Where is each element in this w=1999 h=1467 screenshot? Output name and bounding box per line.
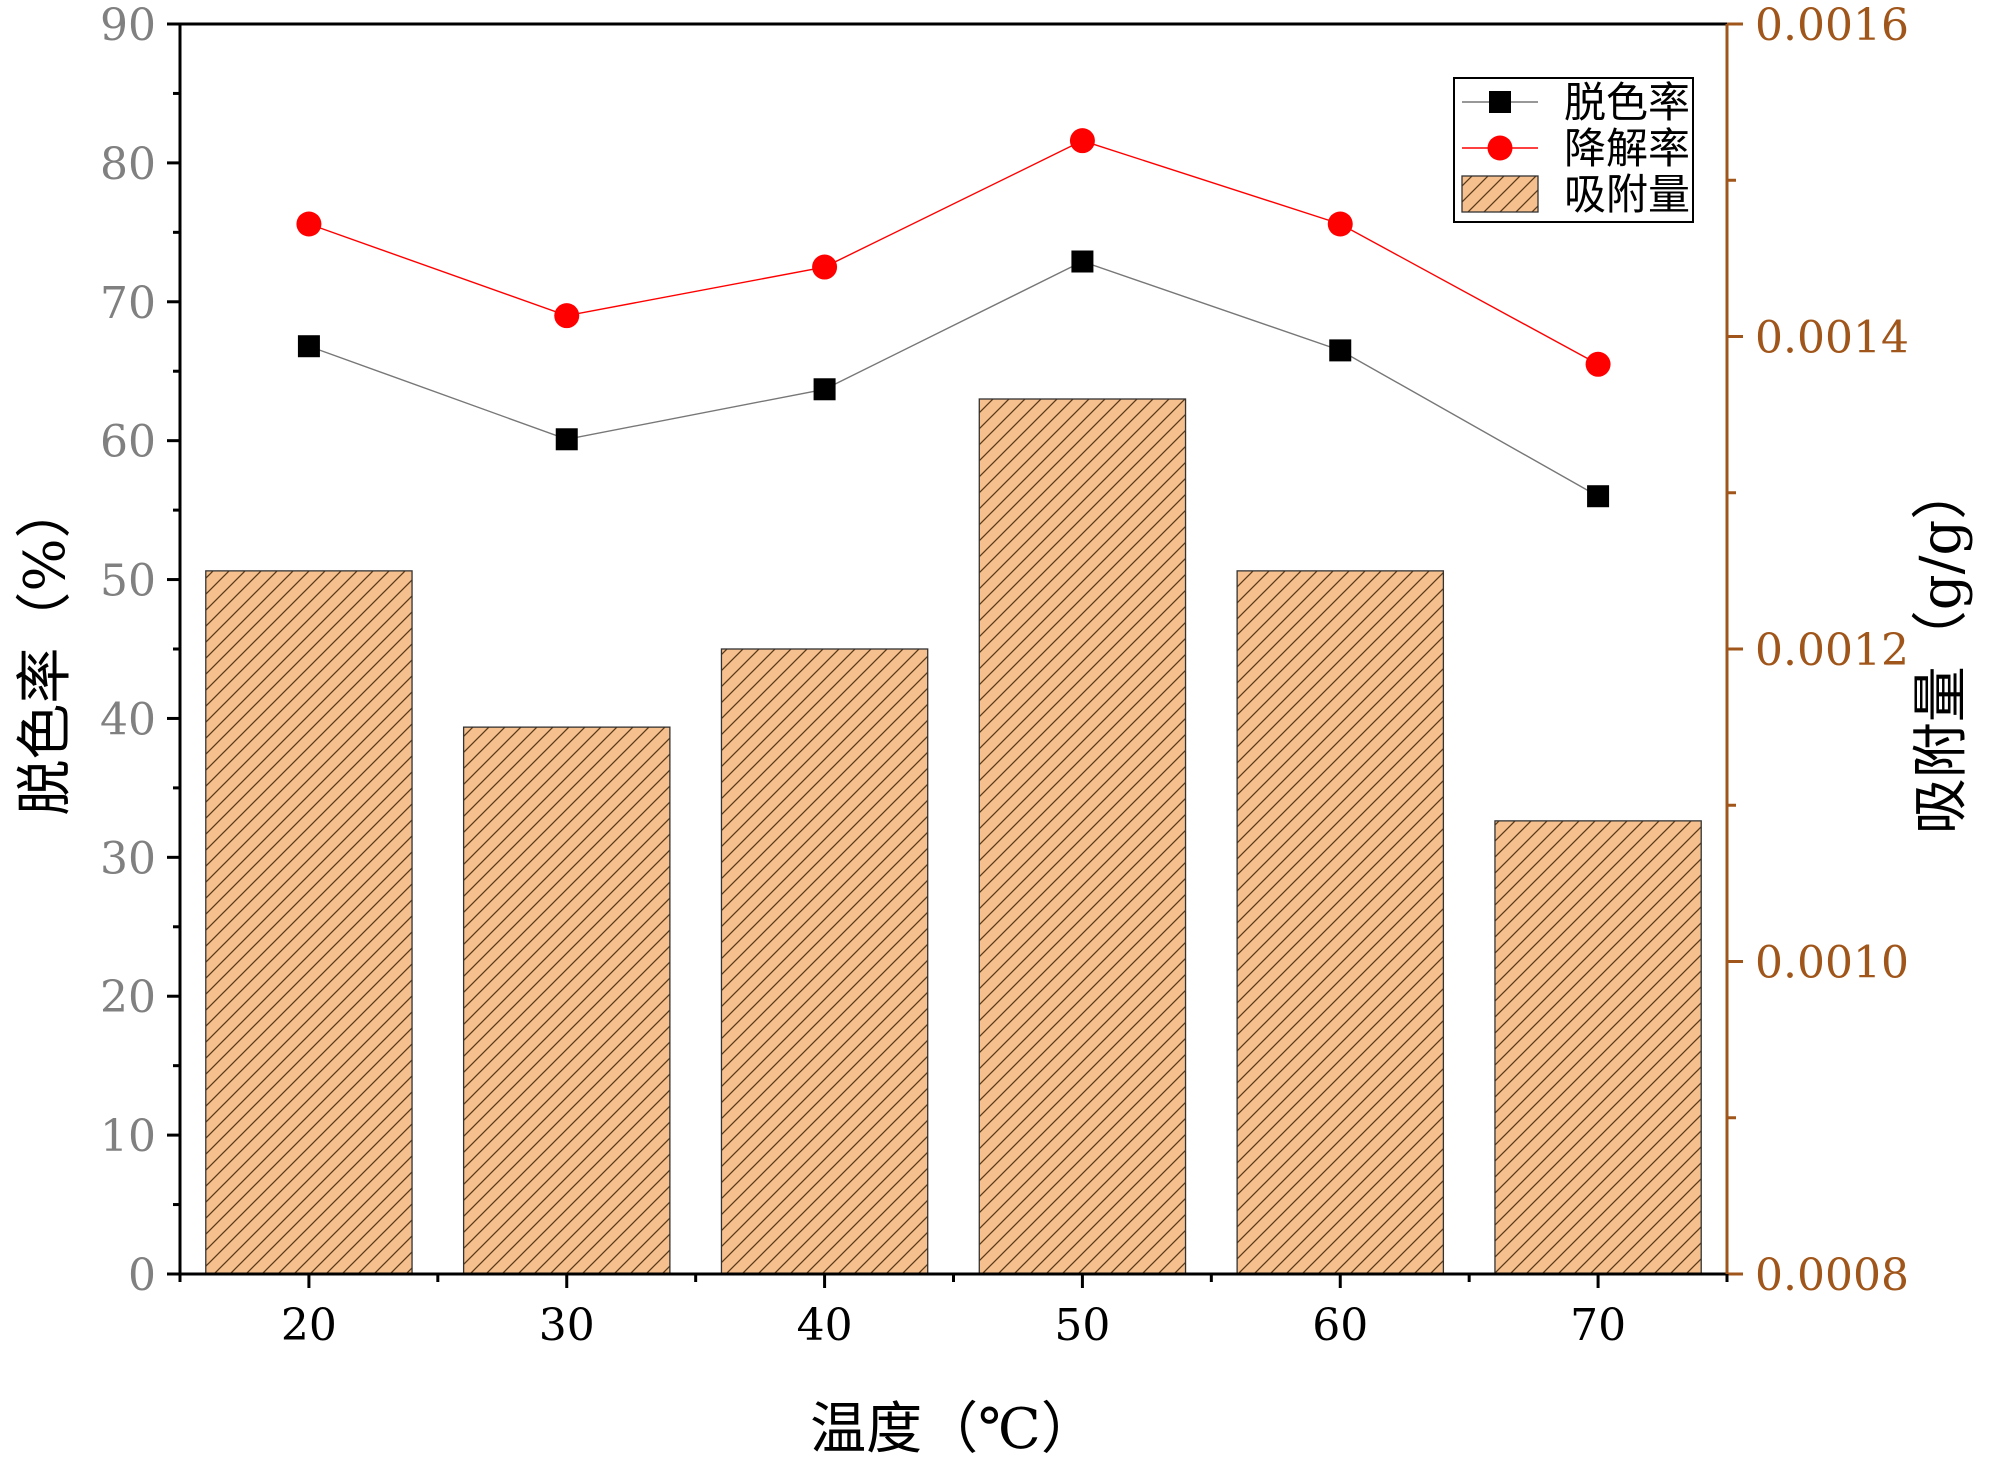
y-left-tick-label: 90 xyxy=(100,0,156,51)
y-right-tick-label: 0.0016 xyxy=(1755,0,1909,51)
legend-marker-1 xyxy=(1489,91,1511,113)
bar-20 xyxy=(205,570,413,1275)
y-left-tick-label: 80 xyxy=(100,139,156,190)
x-axis-title: 温度（℃） xyxy=(810,1397,1097,1462)
y-right-axis-title: 吸附量（g/g） xyxy=(1909,464,1974,835)
y-left-tick-label: 20 xyxy=(100,972,156,1023)
x-tick-label: 60 xyxy=(1312,1300,1368,1351)
x-tick-label: 20 xyxy=(281,1300,337,1351)
point-series2-20 xyxy=(296,211,322,237)
legend-bar-swatch xyxy=(1461,175,1539,213)
y-right-tick-label: 0.0012 xyxy=(1755,625,1909,676)
point-series2-30 xyxy=(554,303,580,329)
point-series2-40 xyxy=(812,254,838,280)
point-series1-60 xyxy=(1329,339,1352,362)
y-left-tick-label: 50 xyxy=(100,556,156,607)
bar-50 xyxy=(978,398,1187,1275)
series-line-1 xyxy=(308,260,1599,497)
legend-label-2: 降解率 xyxy=(1564,124,1690,173)
legend-label-1: 脱色率 xyxy=(1564,78,1690,127)
point-series1-20 xyxy=(297,335,320,358)
y-left-tick-label: 70 xyxy=(100,278,156,329)
point-series2-60 xyxy=(1327,211,1353,237)
y-right-tick-label: 0.0010 xyxy=(1755,938,1909,989)
y-right-tick-label: 0.0008 xyxy=(1755,1250,1909,1301)
series-line-2 xyxy=(308,139,1599,365)
y-left-axis-title: 脱色率（%） xyxy=(13,482,78,815)
y-left-tick-label: 60 xyxy=(100,417,156,468)
point-series1-70 xyxy=(1587,485,1610,508)
legend-label-bar: 吸附量 xyxy=(1564,170,1690,219)
point-series1-50 xyxy=(1071,250,1094,273)
point-series2-50 xyxy=(1069,128,1095,154)
bar-30 xyxy=(462,726,671,1275)
y-left-tick-label: 0 xyxy=(128,1250,156,1301)
legend-marker-2 xyxy=(1487,135,1513,161)
bar-40 xyxy=(720,648,929,1275)
y-left-tick-label: 10 xyxy=(100,1111,156,1162)
x-tick-label: 40 xyxy=(797,1300,853,1351)
point-series2-70 xyxy=(1585,351,1611,377)
y-left-tick-label: 30 xyxy=(100,833,156,884)
x-tick-label: 30 xyxy=(539,1300,595,1351)
bar-70 xyxy=(1494,820,1702,1275)
x-tick-label: 50 xyxy=(1054,1300,1110,1351)
x-tick-label: 70 xyxy=(1570,1300,1626,1351)
y-left-tick-label: 40 xyxy=(100,694,156,745)
bar-60 xyxy=(1236,570,1445,1275)
y-right-tick-label: 0.0014 xyxy=(1755,313,1909,364)
point-series1-30 xyxy=(555,428,578,451)
point-series1-40 xyxy=(813,378,836,401)
